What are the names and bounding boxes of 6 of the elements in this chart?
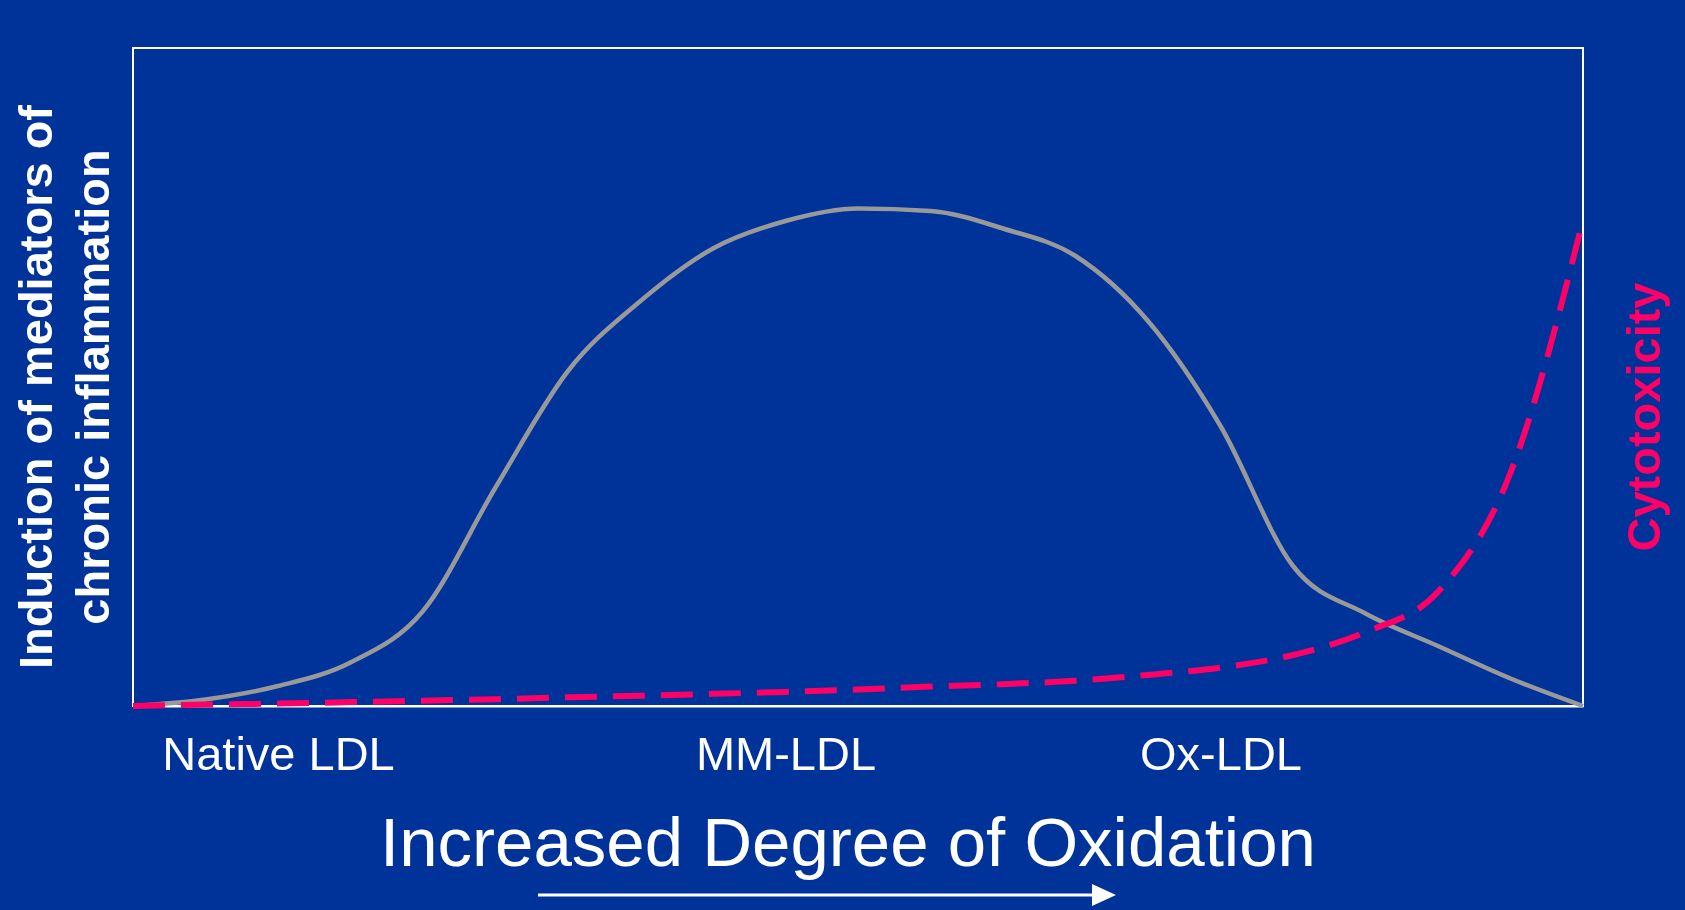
x-axis-title: Increased Degree of Oxidation xyxy=(380,804,1316,881)
x-tick-label: Ox-LDL xyxy=(1140,727,1302,781)
y-axis-title: Induction of mediators of chronic inflammation xyxy=(9,104,120,669)
y2-axis-title: Cytotoxicity xyxy=(1617,282,1670,552)
x-tick-label: Native LDL xyxy=(162,727,395,781)
x-tick-label: MM-LDL xyxy=(695,727,877,781)
